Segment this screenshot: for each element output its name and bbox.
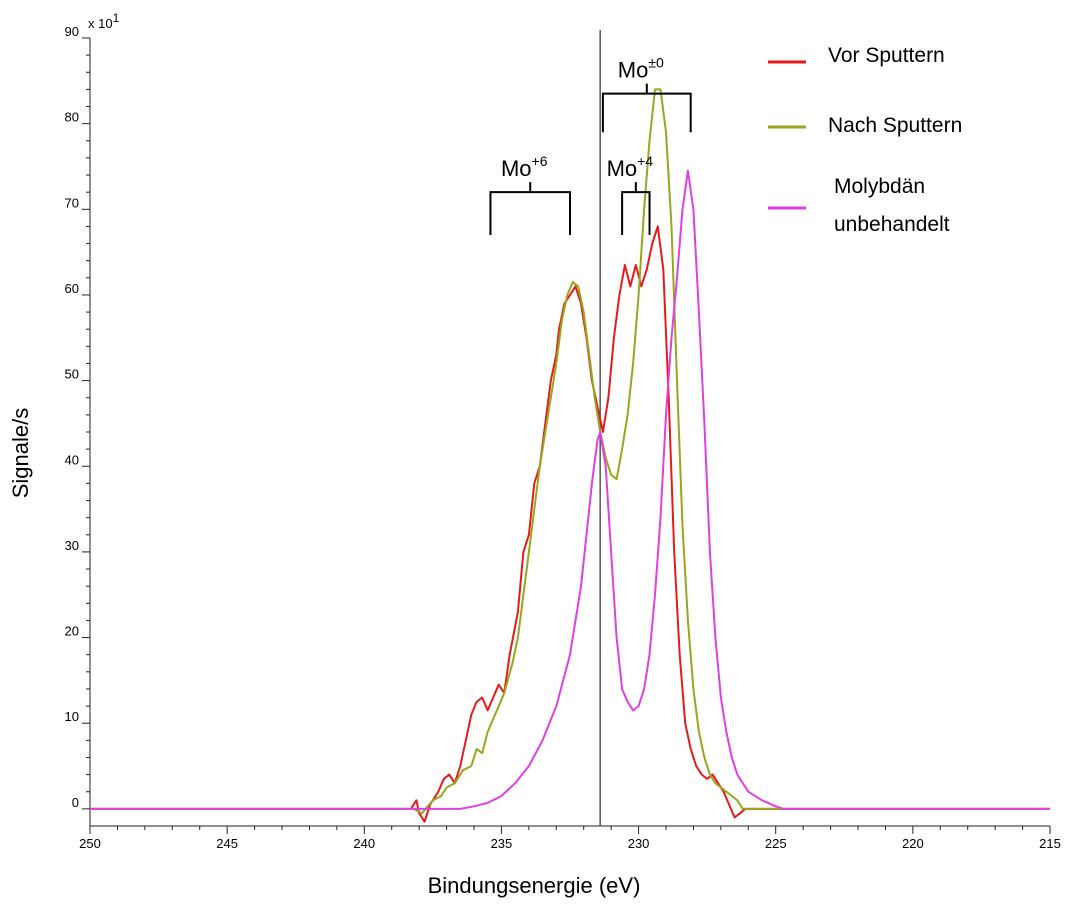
x-axis-title: Bindungsenergie (eV) — [428, 873, 641, 898]
y-tick-label: 0 — [72, 795, 79, 810]
y-tick-label: 80 — [65, 110, 79, 125]
x-tick-label: 230 — [628, 836, 650, 851]
y-tick-label: 20 — [65, 624, 79, 639]
y-tick-label: 30 — [65, 538, 79, 553]
y-multiplier-base: x 10 — [88, 16, 113, 31]
y-tick-label: 70 — [65, 195, 79, 210]
y-axis-title: Signale/s — [8, 408, 33, 499]
y-tick-label: 40 — [65, 452, 79, 467]
legend-label-2: Nach Sputtern — [828, 114, 962, 137]
series-line-1 — [90, 225, 1050, 823]
annotation-layer: Mo+6 Mo+4 Mo±0 — [489, 55, 692, 235]
series-line-3 — [90, 169, 1050, 810]
x-tick-label: 250 — [79, 836, 101, 851]
annotation-label-3: Mo±0 — [618, 55, 664, 83]
annotation-bracket-3 — [601, 83, 692, 133]
y-tick-label: 60 — [65, 281, 79, 296]
legend-label-3: Molybdän unbehandelt — [834, 175, 950, 236]
series-layer — [90, 88, 1050, 823]
annotation-label-1: Mo+6 — [501, 153, 548, 181]
y-multiplier-exponent: 1 — [113, 11, 120, 25]
x-tick-label: 215 — [1039, 836, 1061, 851]
y-tick-label: 50 — [65, 367, 79, 382]
y-multiplier-label: x 101 — [88, 11, 120, 31]
legend: Vor Sputtern Nach Sputtern Molybdän unbehan… — [768, 44, 962, 236]
annotation-bracket-2 — [621, 182, 651, 235]
x-tick-label: 245 — [216, 836, 238, 851]
x-tick-label: 235 — [491, 836, 513, 851]
series-line-2 — [90, 88, 1050, 815]
axes: 250 245 240 235 230 225 220 215 0 10 20 30 40 50 60 70 8… — [65, 24, 1061, 851]
annotation-bracket-1 — [489, 182, 571, 235]
y-tick-label: 90 — [65, 24, 79, 39]
legend-label-1: Vor Sputtern — [828, 44, 945, 67]
x-tick-label: 225 — [765, 836, 787, 851]
y-tick-label: 10 — [65, 709, 79, 724]
annotation-label-2: Mo+4 — [607, 153, 654, 181]
x-tick-label: 220 — [902, 836, 924, 851]
x-tick-label: 240 — [353, 836, 375, 851]
